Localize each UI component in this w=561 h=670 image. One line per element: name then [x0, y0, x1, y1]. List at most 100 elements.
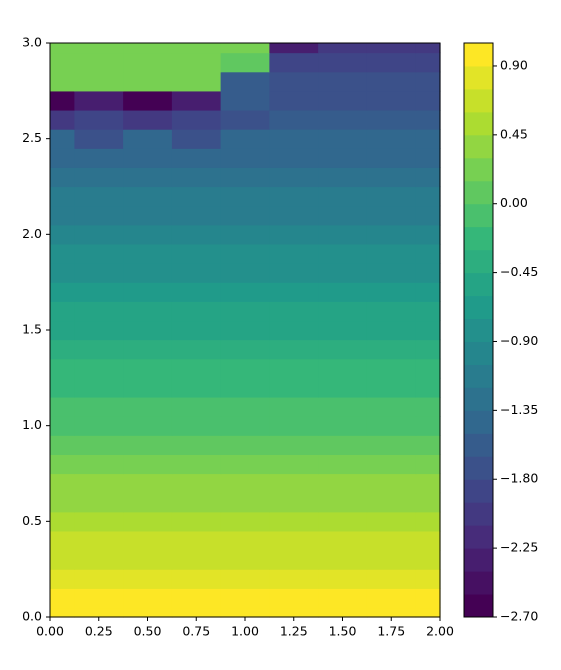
contour-cell [366, 435, 417, 455]
contour-cell [74, 377, 124, 398]
contour-cell [415, 492, 441, 513]
contour-cell [50, 301, 75, 322]
contour-cell [220, 282, 270, 302]
contour-cell [171, 52, 222, 73]
contour-cell [318, 301, 368, 322]
contour-cell [50, 43, 75, 54]
contour-cell [220, 167, 270, 188]
contour-cell [123, 148, 173, 168]
contour-cell [74, 167, 124, 188]
contour-cell [74, 205, 124, 226]
contour-cell [318, 588, 368, 609]
colorbar-tick-label: −2.25 [500, 540, 538, 555]
contour-cell [415, 109, 441, 130]
contour-cell [318, 243, 368, 264]
colorbar-tick-label: −1.35 [500, 402, 538, 417]
contour-cell [220, 243, 270, 264]
contour-cell [171, 282, 222, 302]
contour-cell [171, 588, 222, 609]
contour-cell [50, 71, 75, 92]
contour-cell [415, 396, 441, 417]
contour-cell [74, 320, 124, 341]
contour-cell [220, 205, 270, 226]
contour-cell [415, 473, 441, 494]
contour-cell [74, 282, 124, 302]
contour-cell [269, 550, 319, 570]
contour-cell [415, 511, 441, 532]
contour-cell [415, 588, 441, 609]
contour-cell [123, 243, 173, 264]
contour-cell [74, 473, 124, 494]
y-tick-label: 1.0 [22, 417, 42, 432]
contour-cell [171, 186, 222, 207]
contour-cell [269, 607, 319, 618]
contour-cell [415, 435, 441, 455]
contour-cell [318, 473, 368, 494]
contour-cell [269, 435, 319, 455]
contour-cell [269, 569, 319, 589]
x-tick-label: 1.50 [329, 624, 357, 639]
contour-cell [415, 320, 441, 341]
contour-cell [415, 263, 441, 283]
contour-cell [415, 530, 441, 551]
colorbar-tick-label: −0.45 [500, 264, 538, 279]
contour-cell [269, 339, 319, 360]
contour-cell [318, 377, 368, 398]
contour-cell [318, 52, 368, 73]
contour-cell [171, 416, 222, 436]
contour-cell [171, 473, 222, 494]
contour-cell [123, 416, 173, 436]
colorbar-band [464, 479, 493, 503]
contour-cell [366, 167, 417, 188]
contour-cell [74, 588, 124, 609]
x-tick-label: 1.00 [231, 624, 259, 639]
contour-cell [123, 320, 173, 341]
contour-cell [366, 129, 417, 149]
colorbar-band [464, 456, 493, 480]
colorbar-band [464, 341, 493, 365]
contour-cell [74, 607, 124, 618]
contour-cell [220, 511, 270, 532]
contour-cell [171, 109, 222, 130]
contour-cell [366, 43, 417, 54]
colorbar-band [464, 157, 493, 182]
contour-cell [269, 167, 319, 188]
colorbar-band [464, 410, 493, 434]
contour-cell [220, 186, 270, 207]
contour-cell [50, 588, 75, 609]
colorbar-band [464, 548, 493, 572]
contour-cell [123, 109, 173, 130]
contour-cell [318, 129, 368, 149]
contour-cell [366, 90, 417, 111]
contour-cell [123, 377, 173, 398]
contour-cell [269, 473, 319, 494]
contour-cell [123, 588, 173, 609]
contour-cell [269, 377, 319, 398]
contour-cell [269, 243, 319, 264]
contour-cell [269, 52, 319, 73]
contour-cell [123, 454, 173, 475]
contour-cell [171, 71, 222, 92]
contour-cell [415, 282, 441, 302]
contour-cell [318, 186, 368, 207]
contour-cell [220, 377, 270, 398]
contour-cell [366, 607, 417, 618]
contour-cell [50, 377, 75, 398]
x-tick-label: 0.50 [134, 624, 162, 639]
contour-cell [74, 301, 124, 322]
contour-cell [171, 454, 222, 475]
contour-cell [74, 530, 124, 551]
contour-cell [123, 550, 173, 570]
contour-cell [318, 320, 368, 341]
contour-cell [366, 511, 417, 532]
contour-cell [366, 243, 417, 264]
contour-cell [220, 52, 270, 73]
contour-cell [123, 607, 173, 618]
contour-cell [415, 224, 441, 245]
contour-cell [269, 282, 319, 302]
contour-cell [123, 396, 173, 417]
contour-cell [50, 339, 75, 360]
contour-cell [366, 473, 417, 494]
contour-cell [171, 396, 222, 417]
